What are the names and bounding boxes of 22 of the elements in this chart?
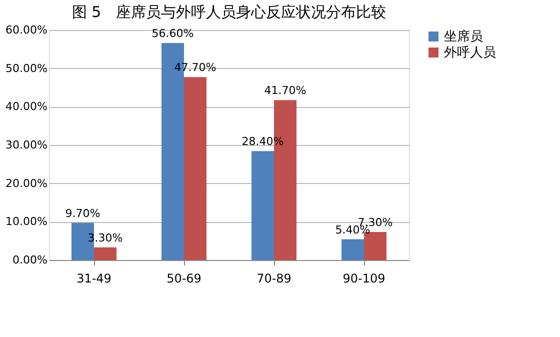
x-tick-label: 70-89 bbox=[256, 272, 292, 286]
y-tick-label: 30.00% bbox=[6, 138, 48, 152]
y-tick-label: 0.00% bbox=[12, 254, 48, 266]
y-tick-label: 40.00% bbox=[6, 100, 48, 114]
y-tick-label: 60.00% bbox=[6, 24, 48, 36]
x-tick-label: 31-49 bbox=[76, 272, 112, 286]
bar bbox=[252, 151, 274, 260]
bar bbox=[94, 247, 116, 260]
data-label: 9.70% bbox=[65, 206, 100, 220]
legend-label: 坐席员 bbox=[444, 28, 483, 44]
data-label: 41.70% bbox=[264, 84, 306, 98]
bar bbox=[364, 232, 386, 260]
chart-title: 图 5 座席员与外呼人员身心反应状况分布比较 bbox=[72, 3, 386, 21]
y-tick-label: 10.00% bbox=[6, 215, 48, 228]
y-tick-label: 20.00% bbox=[6, 176, 48, 190]
y-tick-label: 50.00% bbox=[6, 62, 48, 75]
bar bbox=[342, 239, 364, 260]
legend-label: 外呼人员 bbox=[444, 46, 496, 60]
x-tick-label: 50-69 bbox=[166, 272, 202, 286]
data-label: 56.60% bbox=[152, 27, 194, 40]
bar bbox=[184, 77, 206, 260]
x-tick-label: 90-109 bbox=[342, 272, 386, 286]
